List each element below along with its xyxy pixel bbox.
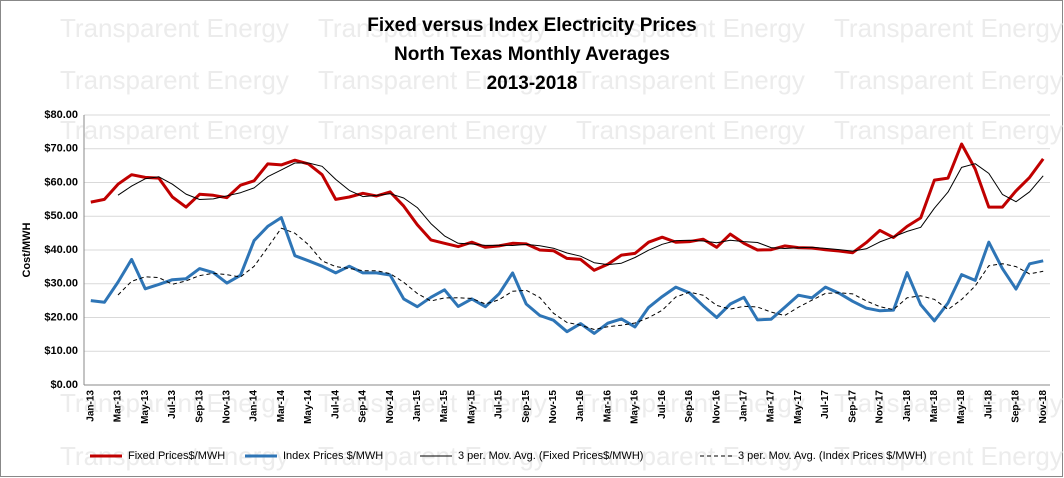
x-tick-label: May-18 xyxy=(956,390,967,424)
watermark: Transparent Energy xyxy=(576,115,805,145)
x-tick-label: Mar-15 xyxy=(439,390,450,423)
x-tick-label: Nov-17 xyxy=(875,390,886,424)
x-tick-label: Jan-17 xyxy=(739,390,750,422)
y-tick-label: $40.00 xyxy=(44,244,78,256)
watermark: Transparent Energy xyxy=(834,115,1063,145)
watermark: Transparent Energy xyxy=(60,388,289,418)
legend-label: 3 per. Mov. Avg. (Index Prices $/MWH) xyxy=(738,450,927,462)
x-tick-label: Jan-13 xyxy=(85,390,96,422)
x-tick-label: Sep-13 xyxy=(194,390,205,423)
x-tick-label: Nov-15 xyxy=(548,390,559,424)
x-tick-label: Jan-14 xyxy=(249,390,260,422)
x-tick-label: Jul-18 xyxy=(983,390,994,419)
chart-title: Fixed versus Index Electricity Prices xyxy=(367,15,697,36)
x-tick-label: Mar-13 xyxy=(113,390,124,423)
watermark: Transparent Energy xyxy=(318,65,547,95)
y-tick-label: $20.00 xyxy=(44,311,78,323)
x-tick-label: Jul-16 xyxy=(657,390,668,419)
watermark: Transparent Energy xyxy=(318,115,547,145)
series-line xyxy=(90,216,1044,335)
y-tick-label: $50.00 xyxy=(44,210,78,222)
chart-years: 2013-2018 xyxy=(487,73,578,94)
x-tick-label: Sep-18 xyxy=(1011,390,1022,423)
watermark: Transparent Energy xyxy=(834,65,1063,95)
x-tick-label: Nov-13 xyxy=(221,390,232,424)
x-tick-label: Nov-14 xyxy=(385,390,396,424)
watermark: Transparent Energy xyxy=(576,388,805,418)
watermark: Transparent Energy xyxy=(576,65,805,95)
x-tick-label: Jul-13 xyxy=(167,390,178,419)
chart-subtitle: North Texas Monthly Averages xyxy=(394,44,670,65)
watermark: Transparent Energy xyxy=(576,441,805,471)
watermark: Transparent Energy xyxy=(60,65,289,95)
x-tick-label: Mar-18 xyxy=(929,390,940,423)
legend-label: Index Prices $/MWH xyxy=(283,450,383,462)
series-line xyxy=(90,142,1045,272)
series-line xyxy=(117,162,1044,266)
watermark: Transparent Energy xyxy=(318,388,547,418)
x-tick-label: Nov-16 xyxy=(711,390,722,424)
x-tick-label: Jan-15 xyxy=(412,390,423,422)
legend-label: 3 per. Mov. Avg. (Fixed Prices$/MWH) xyxy=(458,450,643,462)
x-tick-label: Sep-17 xyxy=(847,390,858,423)
legend-label: Fixed Prices$/MWH xyxy=(128,450,225,462)
x-tick-label: May-17 xyxy=(793,390,804,424)
series-line xyxy=(117,227,1044,330)
x-tick-label: Jul-17 xyxy=(820,390,831,419)
watermark: Transparent Energy xyxy=(834,388,1063,418)
x-tick-label: Jan-18 xyxy=(902,390,913,422)
x-tick-label: Sep-15 xyxy=(521,390,532,423)
watermark: Transparent Energy xyxy=(576,13,805,43)
y-tick-label: $60.00 xyxy=(44,176,78,188)
x-tick-label: Jan-16 xyxy=(575,390,586,422)
watermark: Transparent Energy xyxy=(60,13,289,43)
y-tick-label: $0.00 xyxy=(50,379,78,391)
y-tick-label: $70.00 xyxy=(44,143,78,155)
x-tick-label: Mar-16 xyxy=(602,390,613,423)
watermark: Transparent Energy xyxy=(60,115,289,145)
watermark: Transparent Energy xyxy=(834,441,1063,471)
watermark: Transparent Energy xyxy=(834,13,1063,43)
x-tick-label: May-16 xyxy=(630,390,641,424)
x-tick-label: Sep-16 xyxy=(684,390,695,423)
x-tick-label: Jul-14 xyxy=(330,390,341,419)
x-tick-label: May-14 xyxy=(303,390,314,424)
y-tick-label: $80.00 xyxy=(44,109,78,121)
x-tick-label: Sep-14 xyxy=(358,390,369,423)
x-tick-label: Mar-14 xyxy=(276,390,287,423)
y-tick-label: $10.00 xyxy=(44,345,78,357)
x-tick-label: May-15 xyxy=(466,390,477,424)
x-tick-label: Nov-18 xyxy=(1038,390,1049,424)
watermark: Transparent Energy xyxy=(318,13,547,43)
x-tick-label: Mar-17 xyxy=(766,390,777,423)
watermark-layer: Transparent Energy Transparent Energy Tran… xyxy=(60,13,1063,471)
y-axis-title: Cost/MWH xyxy=(21,222,33,277)
y-tick-label: $30.00 xyxy=(44,278,78,290)
x-tick-label: May-13 xyxy=(140,390,151,424)
x-tick-label: Jul-15 xyxy=(494,390,505,419)
